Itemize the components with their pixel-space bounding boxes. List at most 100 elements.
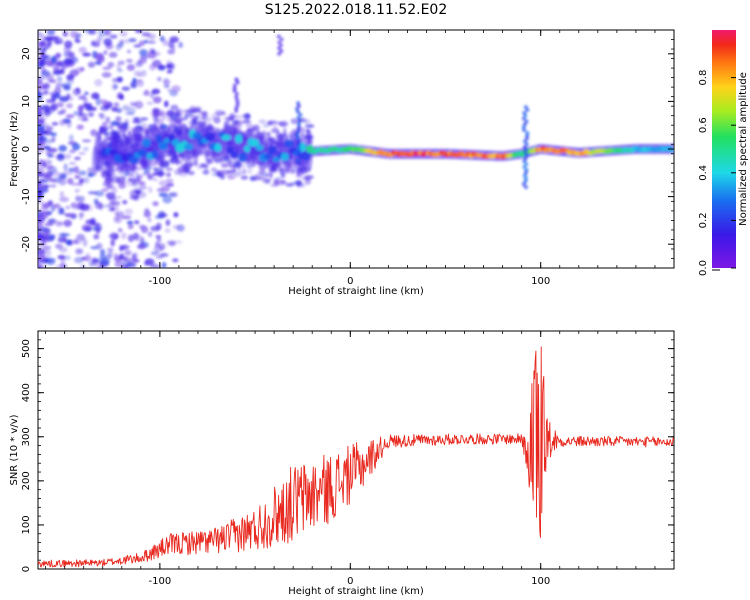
spectrogram-noise-blob xyxy=(38,190,42,197)
spectrogram-noise-blob xyxy=(46,160,53,165)
spectrogram-noise-blob xyxy=(67,177,74,185)
spectrogram-halo-blob xyxy=(290,168,296,175)
spectrogram-halo-blob xyxy=(218,173,225,180)
spectrogram-noise-blob xyxy=(147,217,152,223)
snr-x-tick-label-2: 100 xyxy=(531,576,550,587)
spectrogram-noise-blob xyxy=(126,59,133,63)
spectrogram-noise-blob xyxy=(162,195,173,204)
spectrogram-halo-blob xyxy=(155,171,166,177)
spectrogram-y-tick-label-2: 0 xyxy=(21,146,32,152)
spectrogram-ridge-core xyxy=(301,151,311,161)
spectrogram-noise-blob xyxy=(66,93,71,100)
spectrogram-ridge-core xyxy=(230,151,239,159)
spectrogram-noise-blob xyxy=(128,38,137,43)
spectrogram-noise-blob xyxy=(79,104,88,110)
spectrogram-noise-blob xyxy=(143,210,152,218)
spectrogram-noise-blob xyxy=(76,124,85,130)
spectrogram-noise-blob xyxy=(59,196,70,203)
spectrogram-noise-blob xyxy=(109,200,115,204)
spectrogram-ridge-core xyxy=(214,143,222,152)
spectrogram-halo-blob xyxy=(184,112,194,118)
spectrogram-noise-blob xyxy=(138,185,148,190)
spectrogram-blobs xyxy=(38,30,674,268)
spectrogram-halo-blob xyxy=(226,169,237,174)
spectrogram-halo-blob xyxy=(202,169,210,175)
spectrogram-noise-blob xyxy=(57,207,62,215)
snr-y-axis-title: SNR (10 * v/v) xyxy=(9,414,20,485)
spectrogram-noise-blob xyxy=(124,208,134,215)
spectrogram-ridge-core xyxy=(263,153,273,160)
spectrogram-halo-blob xyxy=(242,168,248,175)
spectrogram-noise-blob xyxy=(156,237,162,243)
spectrogram-halo-blob xyxy=(211,113,216,120)
spectrogram-noise-blob xyxy=(77,112,82,121)
spectrogram-spike xyxy=(523,105,528,110)
spectrogram-spike xyxy=(232,88,237,93)
spectrogram-noise-blob xyxy=(67,212,76,218)
spectrogram-noise-blob xyxy=(99,248,106,256)
spectrogram-spike xyxy=(524,162,529,167)
spectrogram-noise-blob xyxy=(122,199,128,205)
spectrogram-noise-blob xyxy=(85,252,91,259)
spectrogram-noise-blob xyxy=(155,222,162,231)
spectrogram-spike xyxy=(234,108,239,113)
spectrogram-noise-blob xyxy=(49,179,58,183)
spectrogram-noise-blob xyxy=(43,83,50,89)
spectrogram-spike xyxy=(297,149,302,154)
spectrogram-halo-blob xyxy=(267,120,278,124)
spectrogram-halo-blob xyxy=(285,183,294,187)
snr-x-axis-title: Height of straight line (km) xyxy=(288,586,424,597)
spectrogram-noise-blob xyxy=(144,258,155,266)
spectrogram-noise-blob xyxy=(47,165,54,170)
spectrogram-halo-blob xyxy=(295,181,303,187)
spectrogram-noise-blob xyxy=(75,195,80,202)
snr-y-tick-label-4: 400 xyxy=(21,383,32,402)
spectrogram-noise-blob xyxy=(94,78,103,87)
spectrogram-noise-blob xyxy=(119,253,125,259)
spectrogram-noise-blob xyxy=(40,70,51,77)
spectrogram-noise-blob xyxy=(111,106,118,112)
colorbar-tick-label-0: 0.0 xyxy=(698,260,709,276)
spectrogram-noise-blob xyxy=(62,236,67,243)
spectrogram-noise-blob xyxy=(38,118,42,125)
spectrogram-noise-blob xyxy=(74,188,80,193)
spectrogram-noise-blob xyxy=(40,178,50,184)
spectrogram-halo-blob xyxy=(231,119,240,125)
spectrogram-noise-blob xyxy=(120,232,127,240)
spectrogram-spike xyxy=(296,127,301,132)
spectrogram-noise-blob xyxy=(44,138,53,144)
spectrogram-halo-blob xyxy=(280,179,286,183)
spectrogram-noise-blob xyxy=(114,260,123,268)
spectrogram-spike xyxy=(525,133,530,138)
spectrogram-noise-blob xyxy=(178,41,184,49)
spectrogram-noise-blob xyxy=(60,232,70,237)
spectrogram-halo-blob xyxy=(249,175,256,181)
spectrogram-noise-blob xyxy=(63,163,68,171)
spectrogram-noise-blob xyxy=(55,82,64,88)
spectrogram-noise-blob xyxy=(74,39,81,43)
spectrogram-noise-blob xyxy=(90,40,95,46)
spectrogram-noise-blob xyxy=(108,207,115,212)
spectrogram-noise-blob xyxy=(156,76,162,82)
spectrogram-noise-blob xyxy=(155,255,164,259)
spectrogram-noise-blob xyxy=(144,208,150,213)
spectrogram-panel: -100 0 100 -20 -10 0 10 20 Height of str… xyxy=(9,29,675,297)
spectrogram-spike xyxy=(296,115,301,120)
spectrogram-noise-blob xyxy=(73,256,84,264)
spectrogram-halo-blob xyxy=(203,114,208,122)
spectrogram-noise-blob xyxy=(135,61,143,68)
spectrogram-noise-blob xyxy=(62,30,69,37)
spectrogram-noise-blob xyxy=(166,70,173,74)
spectrogram-noise-blob xyxy=(95,97,102,106)
spectrogram-spike xyxy=(296,101,301,106)
colorbar-tick-label-1: 0.2 xyxy=(698,212,709,228)
spectrogram-noise-blob xyxy=(158,243,166,251)
spectrogram-noise-blob xyxy=(107,247,114,252)
spectrogram-x-tick-label-1: 0 xyxy=(347,276,353,287)
spectrogram-noise-blob xyxy=(79,216,84,220)
spectrogram-noise-blob xyxy=(65,239,72,246)
spectrogram-noise-blob xyxy=(56,76,63,83)
spectrogram-noise-blob xyxy=(121,215,132,220)
spectrogram-noise-blob xyxy=(73,241,82,245)
